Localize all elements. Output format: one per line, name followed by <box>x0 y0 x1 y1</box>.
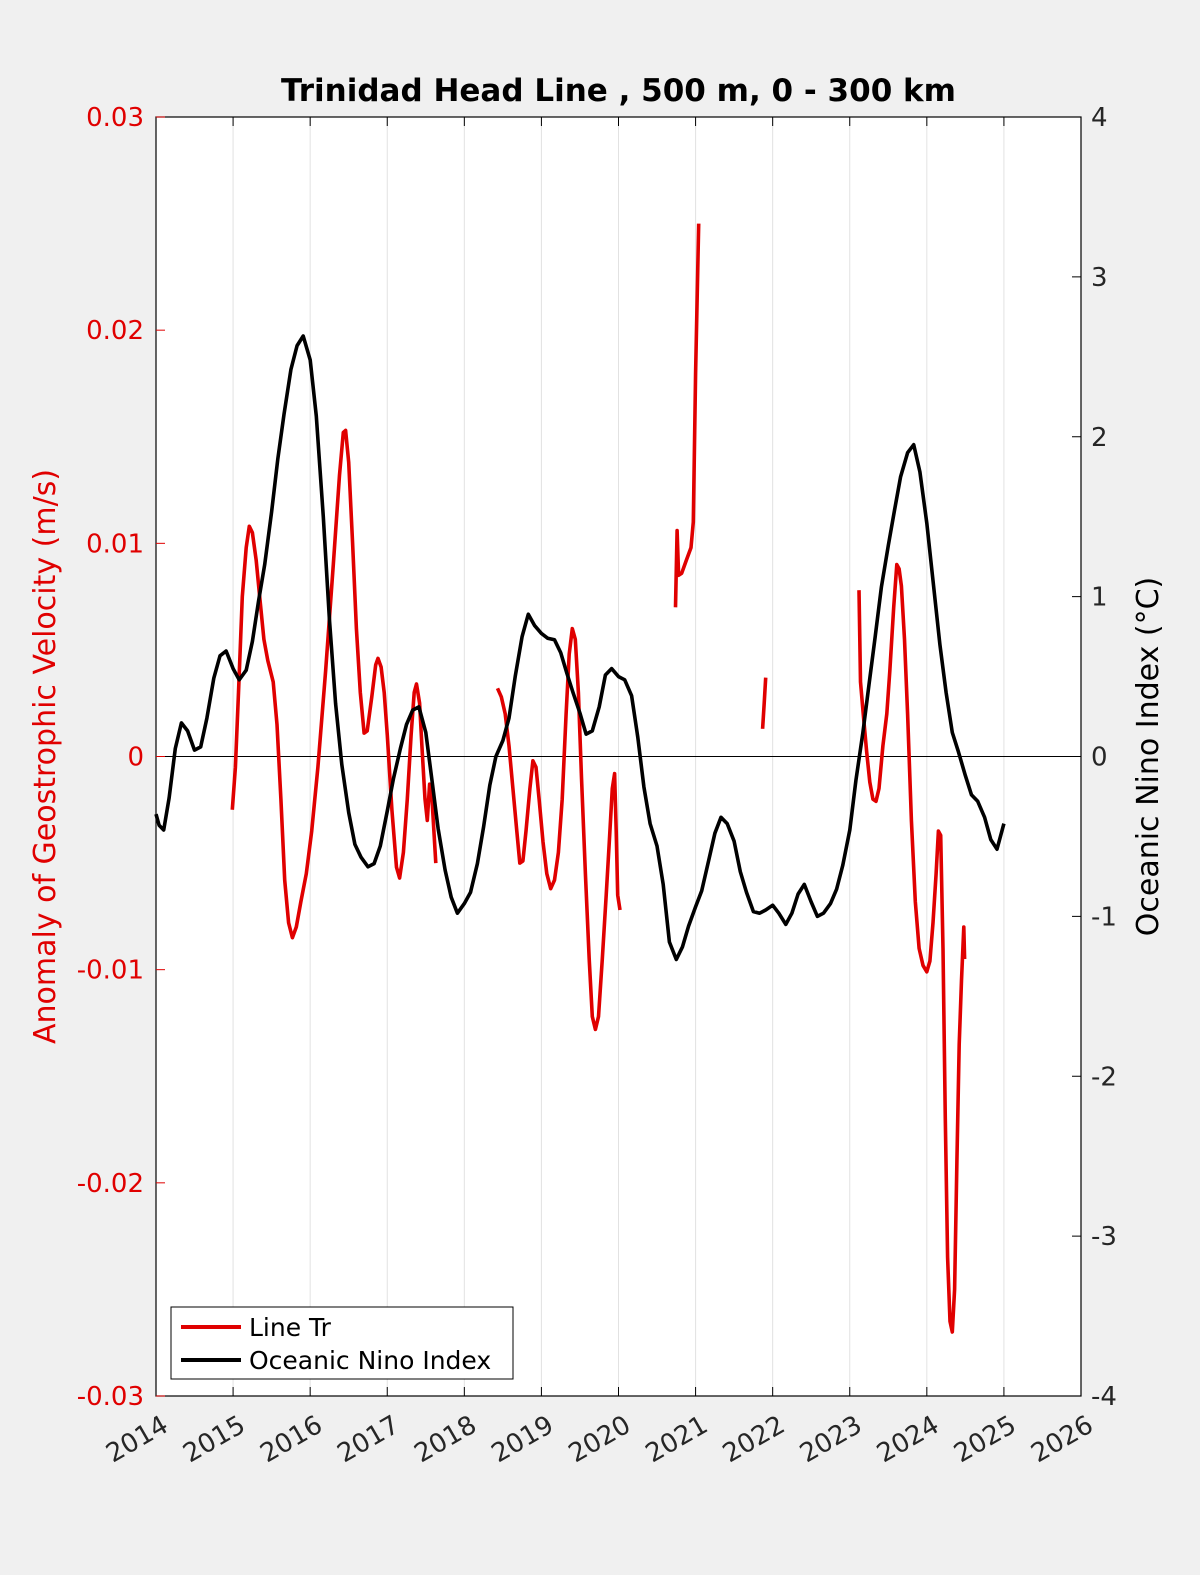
series-0-segment-0 <box>230 428 438 940</box>
y-left-tick-label-3: 0 <box>127 743 144 773</box>
series-0-segment-4 <box>857 562 967 1334</box>
legend-label-line-tr: Line Tr <box>249 1313 332 1342</box>
y-left-tick-label-1: -0.02 <box>77 1169 144 1199</box>
y-right-tick-label-6: 2 <box>1091 423 1108 453</box>
y-left-tick-label-6: 0.03 <box>86 103 144 133</box>
y-right-tick-label-4: 0 <box>1091 743 1108 773</box>
y-left-tick-label-4: 0.01 <box>86 529 144 559</box>
y-left-tick-label-2: -0.01 <box>77 956 144 986</box>
y-left-tick-label-5: 0.02 <box>86 316 144 346</box>
y-right-tick-label-1: -3 <box>1091 1222 1117 1252</box>
chart-title: Trinidad Head Line , 500 m, 0 - 300 km <box>281 73 956 109</box>
y-left-axis-label: Anomaly of Geostrophic Velocity (m/s) <box>28 469 63 1044</box>
y-right-axis-label: Oceanic Nino Index (°C) <box>1131 577 1166 937</box>
y-right-tick-label-3: -1 <box>1091 902 1117 932</box>
legend: Line Tr Oceanic Nino Index <box>170 1306 514 1380</box>
series-layer <box>154 223 1006 1334</box>
legend-box <box>170 1306 514 1380</box>
series-0-segment-2 <box>673 223 701 608</box>
y-left-tick-label-0: -0.03 <box>77 1382 144 1412</box>
y-right-tick-label-2: -2 <box>1091 1062 1117 1092</box>
y-right-tick-label-7: 3 <box>1091 263 1108 293</box>
axis-ticks <box>155 116 1082 1397</box>
y-right-tick-label-5: 1 <box>1091 583 1108 613</box>
series-1-segment-0 <box>154 334 1006 962</box>
series-0-segment-3 <box>760 677 768 729</box>
y-right-tick-label-0: -4 <box>1091 1382 1117 1412</box>
axis-tick-labels: 2014 2015 2016 2017 2018 2019 2020 2021 2022 2023… <box>77 103 1117 1469</box>
series-0-segment-1 <box>495 626 622 1032</box>
legend-label-oni: Oceanic Nino Index <box>249 1346 491 1375</box>
y-right-tick-label-8: 4 <box>1091 103 1108 133</box>
